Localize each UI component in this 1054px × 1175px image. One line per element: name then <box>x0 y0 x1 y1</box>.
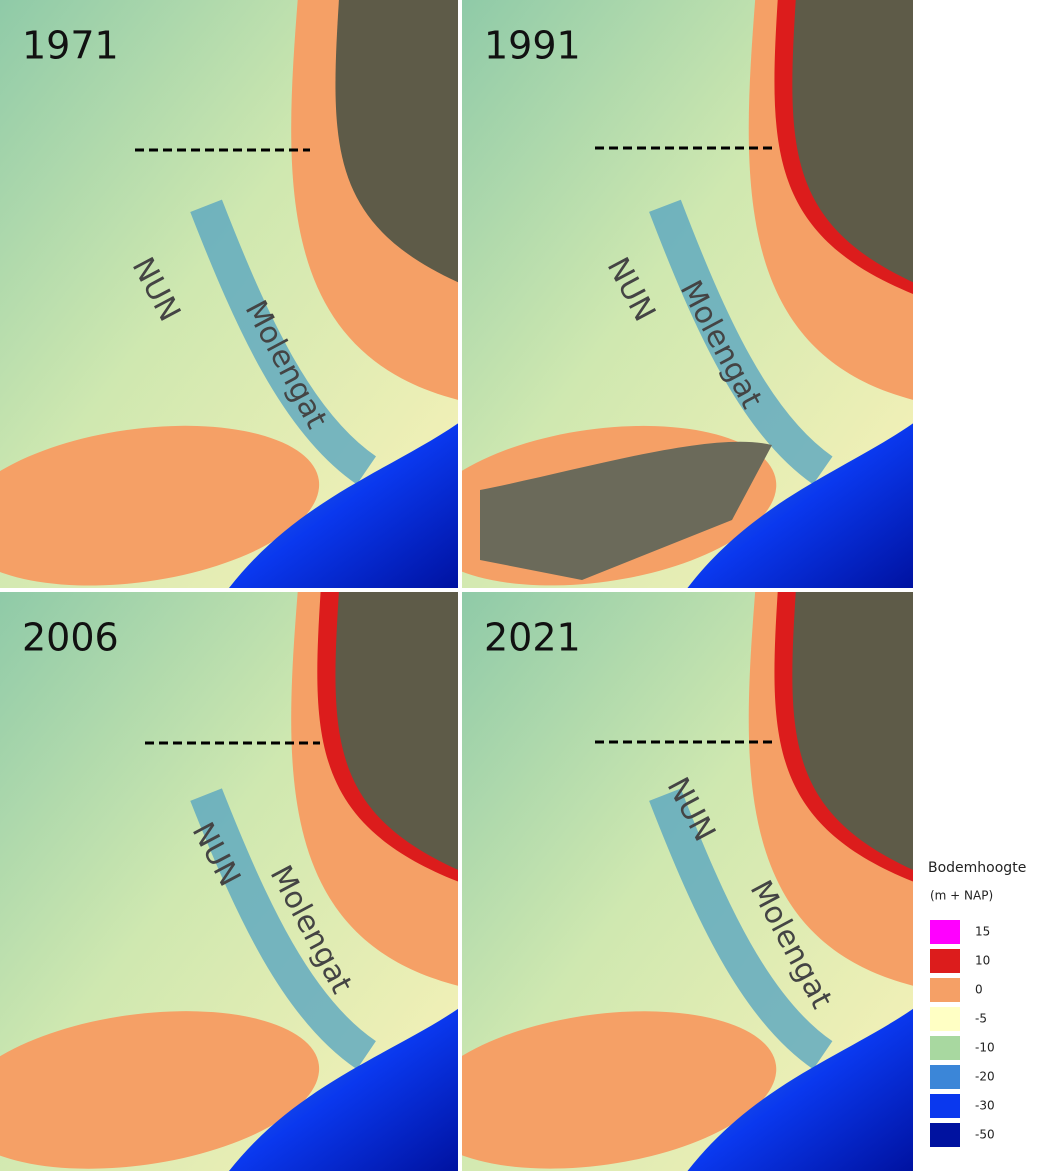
legend-swatch <box>930 1007 960 1031</box>
legend-label: -30 <box>975 1099 995 1113</box>
legend-swatch <box>930 1065 960 1089</box>
legend-label: 0 <box>975 983 983 997</box>
legend-swatch <box>930 978 960 1002</box>
legend-swatch <box>930 920 960 944</box>
legend-title: Bodemhoogte <box>928 860 1026 876</box>
legend-swatch <box>930 949 960 973</box>
year-label: 2021 <box>484 616 581 660</box>
map-image <box>0 0 458 607</box>
legend-label: -20 <box>975 1070 995 1084</box>
figure: 1971NUNMolengat1991NUNMolengat2006NUNMol… <box>0 0 1054 1171</box>
legend-swatch <box>930 1036 960 1060</box>
legend-unit: (m + NAP) <box>930 889 993 903</box>
year-label: 1971 <box>22 24 119 68</box>
legend-label: 10 <box>975 954 990 968</box>
legend-label: -10 <box>975 1041 995 1055</box>
legend-label: 15 <box>975 925 990 939</box>
legend-swatch <box>930 1094 960 1118</box>
legend-label: -50 <box>975 1128 995 1142</box>
map-image <box>408 0 913 606</box>
year-label: 2006 <box>22 616 119 660</box>
legend: Bodemhoogte (m + NAP) 15 10 0 -5 -10 -20 -30 -50 <box>928 860 1026 1147</box>
legend-label: -5 <box>975 1012 987 1026</box>
legend-swatch <box>930 1123 960 1147</box>
year-label: 1991 <box>484 24 581 68</box>
map-image <box>408 592 913 1171</box>
